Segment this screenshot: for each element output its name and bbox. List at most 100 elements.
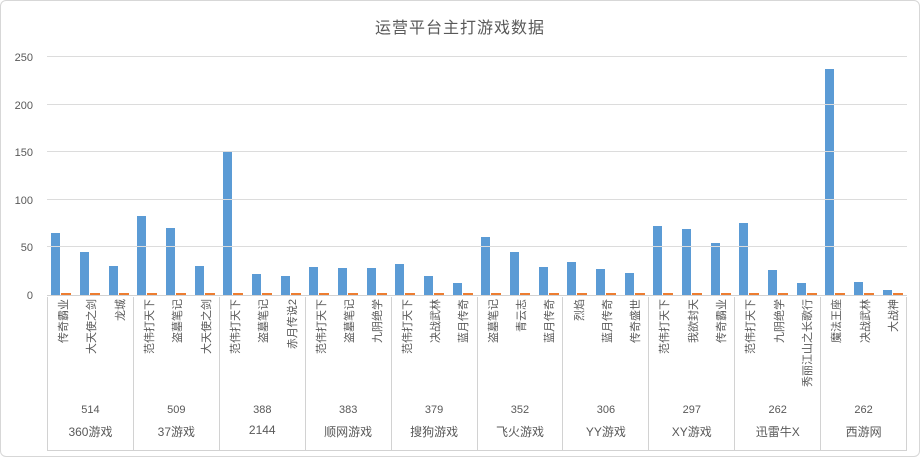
bar-main-series [739,222,749,295]
bar-cell [190,58,219,295]
bar-secondary-series [90,293,100,295]
bar-main-series [510,252,519,295]
bar-cell [792,58,821,295]
bar-group [735,58,821,295]
bar-secondary-series [864,293,874,295]
bar-secondary-series [262,293,272,295]
bar-cell [219,58,248,295]
y-tick-label: 150 [14,147,33,160]
bar-secondary-series [548,293,559,295]
platform-total-label: 509 [167,403,186,416]
game-labels-row: 烈焰 蓝月传奇 传奇盛世 [563,297,648,396]
platform-name-label: 飞火游戏 [495,425,544,440]
bar-main-series [567,261,577,295]
bar-cell [248,58,277,295]
bar-main-series [51,233,61,295]
platform-total-label: 352 [510,403,530,416]
category-group-column: 范伟打天下 九阴绝学 秀丽江山之长歌行 262 迅雷牛X [734,297,820,450]
game-label: 盗墓笔记 [344,299,357,343]
bar-group [47,58,133,295]
bar-cell [420,58,449,295]
category-axis: 传奇霸业 大天使之剑 龙城 514 360游戏 范伟打天下 盗墓笔记 大天使之剑 509 37游戏… [47,297,908,451]
bar-cell [821,58,850,295]
platform-total-label: 306 [596,403,616,416]
game-label: 决战武林 [430,299,443,343]
bar-secondary-series [348,293,358,295]
game-labels-row: 传奇霸业 大天使之剑 龙城 [48,297,133,396]
bar-main-series [682,229,691,295]
game-label-cell: 决战武林 [849,297,877,396]
bar-secondary-series [376,293,387,295]
game-label-cell: 盗墓笔记 [162,297,190,396]
game-labels-row: 范伟打天下 盗墓笔记 赤月传说2 [220,297,305,396]
gridline [47,56,907,57]
bar-cell [47,58,76,295]
bar-main-series [252,274,261,295]
game-label: 传奇盛世 [630,299,643,343]
bar-main-series [710,242,720,295]
game-label: 龙城 [114,299,127,321]
bar-main-series [768,270,777,295]
bar-secondary-series [663,293,674,295]
game-label: 青云志 [515,299,528,332]
game-label: 大天使之剑 [86,299,99,354]
game-label: 范伟打天下 [144,299,157,354]
gridline [47,151,907,153]
game-labels-row: 魔法王座 决战武林 大战神 [821,297,906,396]
bar-secondary-series [606,293,616,295]
category-group-column: 范伟打天下 盗墓笔记 赤月传说2 388 2144 [218,297,305,450]
game-labels-row: 盗墓笔记 青云志 蓝月传奇 [478,297,563,396]
game-label-cell: 蓝月传奇 [448,297,476,396]
game-label-cell: 决战武林 [420,297,448,396]
bar-cell [276,58,305,295]
bar-group [563,58,649,295]
game-label-cell: 传奇盛世 [620,297,648,396]
platform-total-label: 388 [253,403,272,416]
y-tick-label: 100 [14,194,33,207]
game-label: 赤月传说2 [286,299,299,350]
game-labels-row: 范伟打天下 决战武林 蓝月传奇 [392,297,477,396]
bar-secondary-series [61,293,72,295]
game-label-cell: 范伟打天下 [220,297,248,396]
gridline [47,198,907,200]
game-label-cell: 大天使之剑 [76,297,104,396]
game-label: 范伟打天下 [659,299,672,354]
game-label: 大天使之剑 [200,299,213,354]
y-axis: 0 50 100 150 200 250 [1,52,39,302]
bar-group [391,58,477,295]
game-label: 蓝月传奇 [601,299,614,343]
y-tick-label: 250 [14,52,33,64]
plot-area [47,56,907,296]
bar-secondary-series [806,293,817,295]
bar-secondary-series [290,293,301,295]
bar-main-series [309,267,319,295]
game-label-cell: 魔法王座 [821,297,849,396]
y-tick-label: 50 [20,242,33,255]
bar-main-series [366,268,376,295]
bar-cell [534,58,563,295]
game-label: 范伟打天下 [401,299,414,354]
category-group-column: 范伟打天下 盗墓笔记 九阴绝学 383 顺网游戏 [304,297,391,450]
game-label-cell: 秀丽江山之长歌行 [792,297,820,396]
bar-main-series [166,228,175,295]
game-labels-row: 范伟打天下 我欲封天 传奇霸业 [649,297,734,396]
game-label-cell: 盗墓笔记 [334,297,362,396]
bar-cell [162,58,191,295]
game-label-cell: 大战神 [878,297,906,396]
category-group-column: 烈焰 蓝月传奇 传奇盛世 306 YY游戏 [562,297,648,450]
bar-cell [334,58,363,295]
game-label: 蓝月传奇 [458,299,471,343]
game-label-cell: 大天使之剑 [191,297,219,396]
game-label: 我欲封天 [687,299,700,343]
bar-cell [706,58,735,295]
bar-cell [477,58,506,295]
bar-cell [678,58,707,295]
bar-cell [563,58,592,295]
bar-main-series [825,69,835,295]
platform-name-label: 37游戏 [157,425,196,440]
bar-secondary-series [491,293,502,295]
category-group-column: 盗墓笔记 青云志 蓝月传奇 352 飞火游戏 [476,297,563,450]
bar-secondary-series [720,293,731,295]
bar-main-series [481,236,491,295]
platform-name-label: 西游网 [845,425,882,440]
